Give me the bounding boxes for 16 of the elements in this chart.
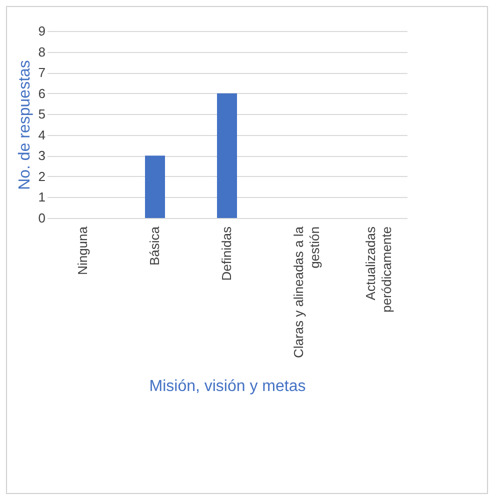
x-tick-label: Ninguna (75, 226, 90, 275)
y-tick-label: 1 (38, 190, 46, 205)
y-tick-label: 3 (38, 148, 46, 164)
y-tick-label: 2 (38, 168, 46, 184)
y-tick-label: 8 (38, 44, 46, 60)
x-tick-label: Básica (147, 226, 162, 266)
y-tick-label: 6 (38, 86, 46, 101)
y-tick-label: 0 (38, 210, 46, 226)
y-tick-label: 9 (38, 24, 46, 38)
y-tick-label: 4 (38, 127, 46, 142)
y-axis-title: No. de respuestas (16, 60, 34, 190)
y-tick-label: 7 (38, 65, 46, 80)
x-tick-label: Claras y alineadas a la gestión (291, 226, 322, 358)
x-tick-label: Definidas (219, 226, 234, 281)
y-tick-label: 5 (38, 106, 46, 122)
x-axis-title: Misión, visión y metas (149, 378, 306, 396)
